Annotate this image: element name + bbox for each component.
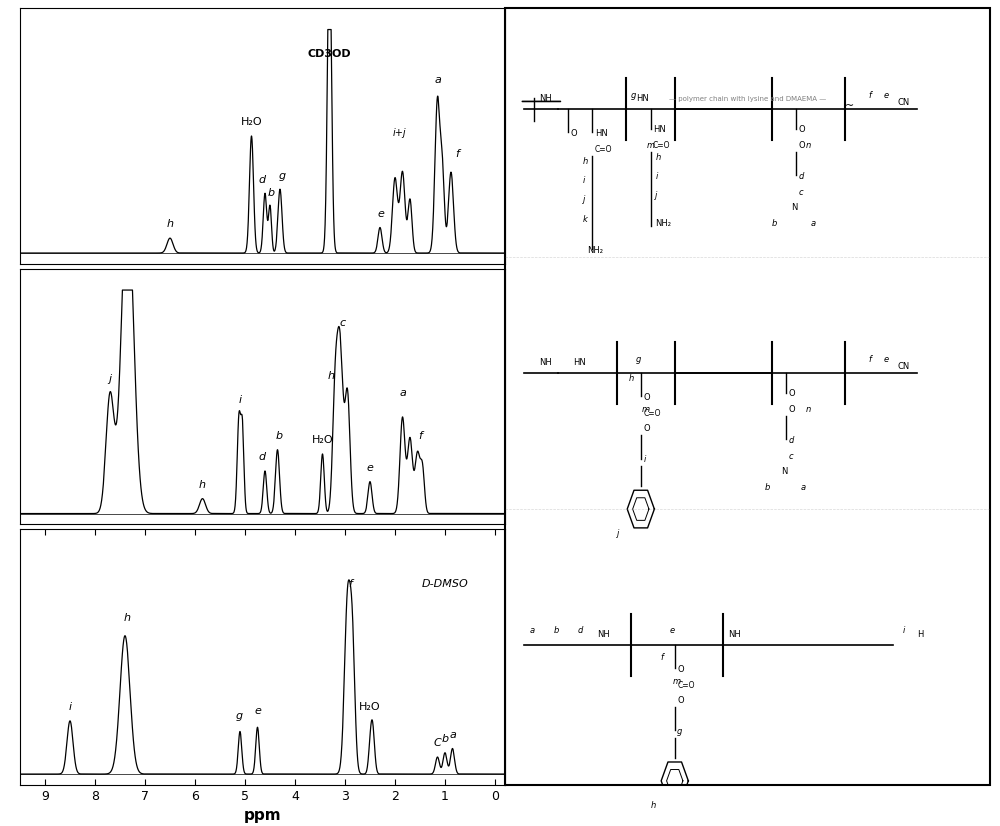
Text: HN: HN [653,126,666,135]
Text: a: a [434,75,441,85]
Text: b: b [441,734,449,744]
Text: NH: NH [539,94,552,103]
Text: O: O [643,425,650,434]
Text: C=O: C=O [653,141,670,150]
Text: C=O: C=O [595,145,612,154]
Text: c: c [798,188,803,197]
Text: f: f [869,354,872,363]
Text: b: b [554,626,559,635]
Text: b: b [275,431,283,441]
Text: O: O [789,390,795,398]
Text: j: j [583,196,585,204]
Text: h: h [166,220,174,230]
Text: HN: HN [573,358,586,368]
Text: ~: ~ [844,102,854,112]
Text: e: e [883,354,888,363]
Text: h: h [655,153,661,162]
Text: c: c [789,452,793,461]
Text: h: h [328,372,335,382]
Text: i: i [655,172,658,181]
Text: O: O [798,126,805,135]
Text: e: e [883,91,888,100]
Text: b: b [764,482,770,491]
Text: g: g [235,710,243,721]
Text: O: O [643,393,650,402]
Text: h: h [124,613,131,623]
Text: a: a [529,626,534,635]
Text: g: g [677,727,683,736]
Text: HN: HN [636,94,649,103]
Text: CN: CN [898,363,910,372]
Text: d: d [259,175,266,185]
Text: C: C [434,738,441,748]
Text: h: h [629,374,634,383]
Text: a: a [811,219,816,228]
Text: i+j: i+j [392,128,406,138]
Text: NH: NH [597,630,610,639]
Text: f: f [418,431,422,441]
Text: i: i [643,455,646,464]
Text: i: i [903,626,905,635]
Text: i: i [583,176,585,185]
Text: h: h [583,157,588,165]
Text: n: n [806,405,811,414]
Text: O: O [677,696,684,705]
Text: N: N [791,203,798,212]
Text: i: i [238,395,242,405]
Text: NH: NH [728,630,741,639]
Text: NH₂: NH₂ [655,219,671,228]
Text: k: k [583,215,587,224]
Text: N: N [781,468,788,476]
Text: C=O: C=O [677,681,695,690]
Text: c: c [339,318,346,328]
Text: H₂O: H₂O [241,117,262,127]
Text: g: g [279,170,286,181]
Text: d: d [798,172,804,181]
Text: H: H [917,630,924,639]
Text: g: g [636,354,641,363]
Text: O: O [789,405,795,414]
Text: d: d [578,626,583,635]
Text: h: h [650,801,656,810]
Text: H₂O: H₂O [359,702,381,712]
Text: e: e [670,626,675,635]
Text: b: b [772,219,777,228]
Text: NH: NH [539,358,552,368]
Text: m: m [673,676,681,686]
Text: a: a [449,730,456,740]
Text: f: f [869,91,872,100]
Text: f: f [456,150,459,159]
Text: i: i [68,702,72,712]
Text: n: n [806,141,811,150]
Text: H₂O: H₂O [312,435,333,445]
Text: e: e [367,463,373,473]
Text: f: f [349,579,352,589]
Text: NH₂: NH₂ [587,246,603,255]
X-axis label: ppm: ppm [244,808,281,824]
Text: D-DMSO: D-DMSO [422,579,468,589]
Text: O: O [798,141,805,150]
Text: g: g [631,91,636,100]
Text: j: j [655,192,658,201]
Text: O: O [677,665,684,674]
Text: e: e [254,706,261,716]
Text: j: j [617,529,619,539]
Text: — polymer chain with lysine and DMAEMA —: — polymer chain with lysine and DMAEMA — [669,97,826,102]
Text: h: h [199,480,206,490]
Text: a: a [801,482,806,491]
Text: HN: HN [595,130,607,139]
Text: f: f [660,653,663,662]
Text: O: O [570,130,577,139]
Text: d: d [789,436,794,445]
Text: m: m [642,405,650,414]
Text: d: d [259,453,266,463]
Text: j: j [108,373,112,383]
Text: CD3OD: CD3OD [308,50,351,59]
Text: b: b [267,188,275,197]
Text: e: e [378,209,384,219]
Text: CN: CN [898,98,910,107]
Text: a: a [399,388,406,398]
Text: m: m [646,141,655,150]
Text: C=O: C=O [643,409,661,418]
